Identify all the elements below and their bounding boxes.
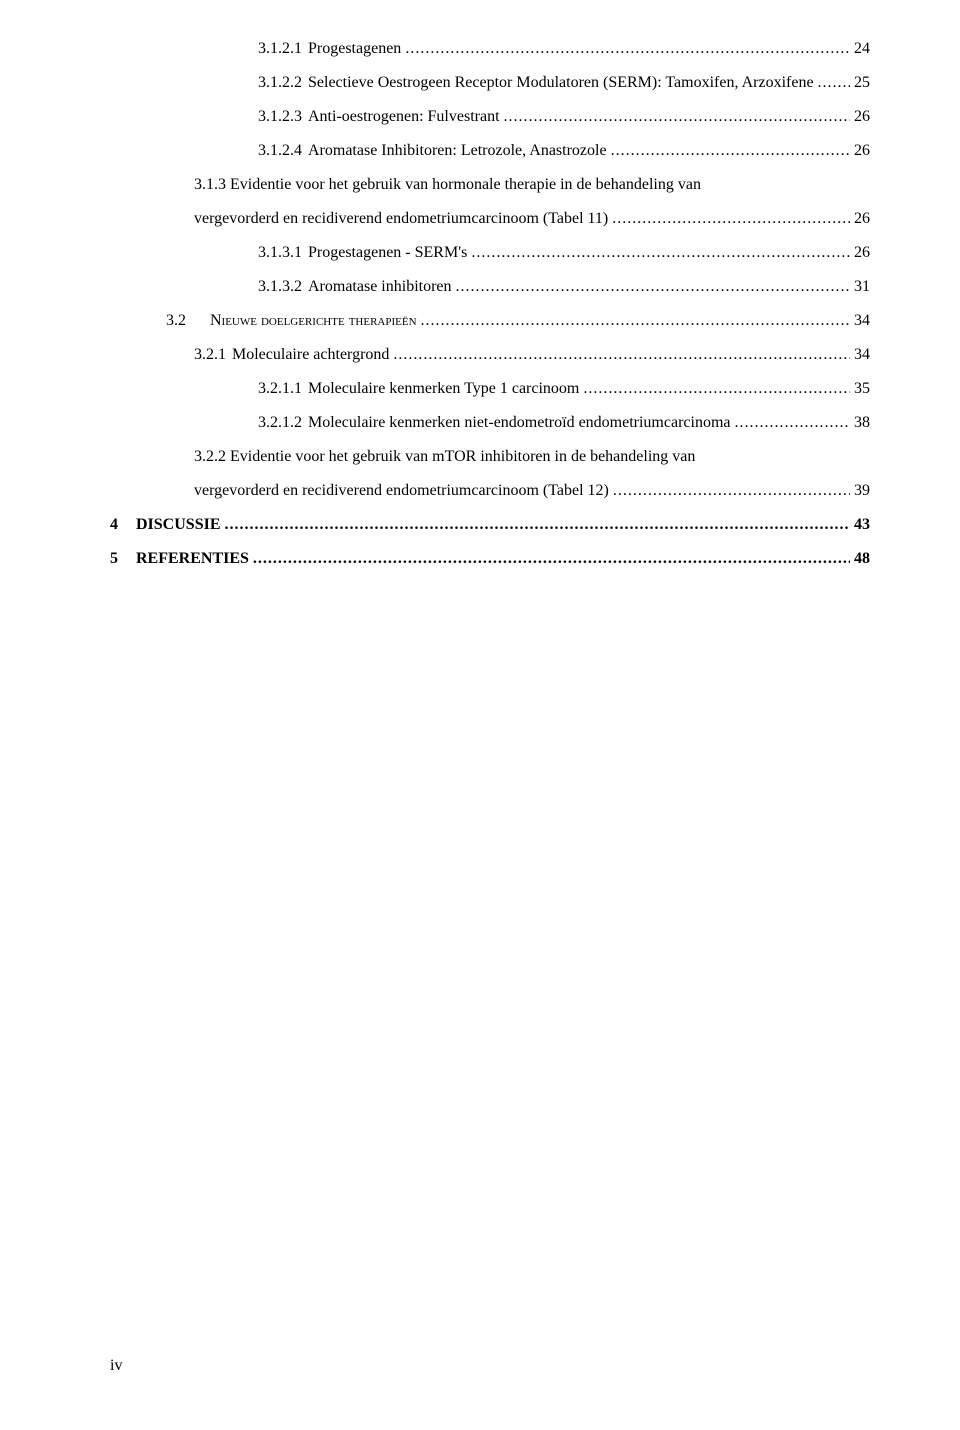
page-number-footer: iv (110, 1357, 122, 1375)
toc-entry: 3.1.3 Evidentie voor het gebruik van hor… (110, 176, 870, 228)
toc-entry: 3.2.1.1 Moleculaire kenmerken Type 1 carc… (110, 380, 870, 398)
toc-entry-title-line2: vergevorderd en recidiverend endometrium… (194, 482, 609, 500)
toc-entry-number: 5 (110, 550, 118, 568)
toc-leader-dots: ........................................… (611, 142, 850, 160)
toc-entry-title-line1: Evidentie voor het gebruik van hormonale… (226, 176, 701, 193)
toc-entry-page: 26 (854, 108, 870, 126)
toc-entry-page: 26 (854, 244, 870, 262)
toc-entry-title: Moleculaire kenmerken Type 1 carcinoom (308, 380, 579, 398)
toc-entry-page: 34 (854, 312, 870, 330)
toc-entry: 5 REFERENTIES............................… (110, 550, 870, 568)
toc-entry-title: Nieuwe doelgerichte therapieën (210, 312, 417, 330)
toc-entry-title-line1: Evidentie voor het gebruik van mTOR inhi… (226, 448, 695, 465)
toc-entry-title: DISCUSSIE (136, 516, 220, 534)
toc-entry-number: 3.2.2 (194, 448, 226, 465)
toc-entry: 3.2.2 Evidentie voor het gebruik van mTO… (110, 448, 870, 500)
toc-entry-title: Progestagenen (308, 40, 401, 58)
toc-entry-number: 3.1.2.4 (258, 142, 302, 160)
toc-entry-page: 35 (854, 380, 870, 398)
toc-entry: 3.2.1 Moleculaire achtergrond............… (110, 346, 870, 364)
toc-entry-number: 3.2.1.2 (258, 414, 302, 432)
toc-entry-title: Moleculaire achtergrond (232, 346, 389, 364)
toc-leader-dots: ........................................… (224, 516, 850, 534)
toc-entry-page: 24 (854, 40, 870, 58)
toc-entry-page: 38 (854, 414, 870, 432)
toc-leader-dots: ........................................… (735, 414, 851, 432)
toc-entry: 3.1.3.1 Progestagenen - SERM's...........… (110, 244, 870, 262)
toc-leader-dots: ........................................… (456, 278, 850, 296)
toc-leader-dots: ........................................… (504, 108, 850, 126)
toc-leader-dots: ........................................… (421, 312, 850, 330)
toc-entry-title: REFERENTIES (136, 550, 249, 568)
toc-leader-dots: ........................................… (613, 482, 850, 500)
toc-entry-title: Aromatase inhibitoren (308, 278, 452, 296)
toc-entry-number: 3.1.2.3 (258, 108, 302, 126)
toc-entry-page: 31 (854, 278, 870, 296)
toc-entry-page: 43 (854, 516, 870, 534)
toc-leader-dots: ........................................… (612, 210, 850, 228)
toc-leader-dots: ........................................… (405, 40, 850, 58)
toc-entry-page: 48 (854, 550, 870, 568)
toc-entry-page: 25 (854, 74, 870, 92)
toc-leader-dots: ........................................… (253, 550, 850, 568)
toc-entry-page: 26 (854, 210, 870, 228)
toc-entry-number: 3.1.3 (194, 176, 226, 193)
toc-entry-page: 34 (854, 346, 870, 364)
toc-entry-number: 3.2.1 (194, 346, 226, 364)
toc-entry-number: 3.1.2.2 (258, 74, 302, 92)
toc-entry-number: 4 (110, 516, 118, 534)
toc-entry: 3.1.2.4 Aromatase Inhibitoren: Letrozole,… (110, 142, 870, 160)
toc-entry-title: Anti-oestrogenen: Fulvestrant (308, 108, 500, 126)
toc-entry-number: 3.2.1.1 (258, 380, 302, 398)
toc-entry-title: Moleculaire kenmerken niet-endometroïd e… (308, 414, 731, 432)
toc-leader-dots: ........................................… (393, 346, 850, 364)
toc-entry-title: Progestagenen - SERM's (308, 244, 467, 262)
toc-leader-dots: ........................................… (818, 74, 850, 92)
toc-entry-number: 3.2 (166, 312, 186, 330)
toc-entry: 3.1.2.1 Progestagenen....................… (110, 40, 870, 58)
toc-entry-number: 3.1.3.1 (258, 244, 302, 262)
toc-leader-dots: ........................................… (471, 244, 850, 262)
toc-entry-number: 3.1.2.1 (258, 40, 302, 58)
toc-entry: 3.1.2.2 Selectieve Oestrogeen Receptor Mo… (110, 74, 870, 92)
toc-entry-title-line2: vergevorderd en recidiverend endometrium… (194, 210, 608, 228)
toc-entry: 3.1.2.3 Anti-oestrogenen: Fulvestrant....… (110, 108, 870, 126)
toc-entry-page: 26 (854, 142, 870, 160)
toc-entry-page: 39 (854, 482, 870, 500)
toc-entry-number: 3.1.3.2 (258, 278, 302, 296)
toc-entry: 3.1.3.2 Aromatase inhibitoren............… (110, 278, 870, 296)
toc-entry: 3.2 Nieuwe doelgerichte therapieën.......… (110, 312, 870, 330)
toc-entry-title: Selectieve Oestrogeen Receptor Modulator… (308, 74, 814, 92)
toc-entry-title: Aromatase Inhibitoren: Letrozole, Anastr… (308, 142, 607, 160)
toc-entry: 4 DISCUSSIE..............................… (110, 516, 870, 534)
toc-entry: 3.2.1.2 Moleculaire kenmerken niet-endome… (110, 414, 870, 432)
table-of-contents: 3.1.2.1 Progestagenen....................… (110, 40, 870, 568)
toc-leader-dots: ........................................… (583, 380, 850, 398)
